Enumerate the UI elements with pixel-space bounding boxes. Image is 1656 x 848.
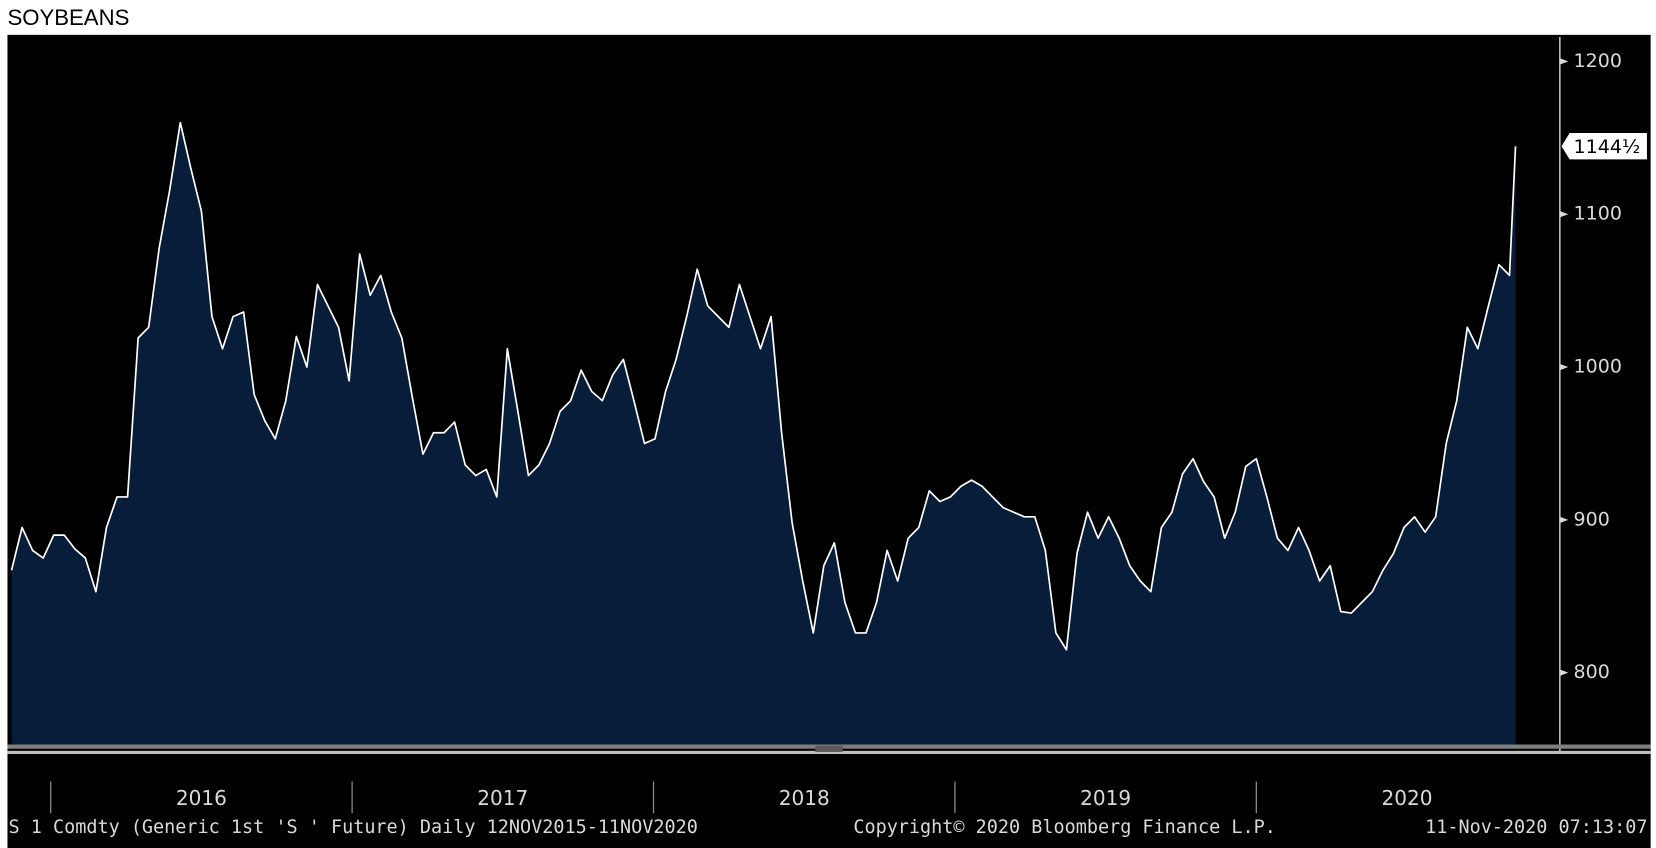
last-price-tag <box>1560 131 1649 161</box>
splitter-handle <box>815 745 843 752</box>
x-tick-label: 2019 <box>1080 786 1131 810</box>
y-tick <box>1559 58 1569 65</box>
footer-center: Copyright© 2020 Bloomberg Finance L.P. <box>853 817 1276 838</box>
x-tick-label: 2020 <box>1382 786 1433 810</box>
x-tick-label: 2017 <box>477 786 528 810</box>
y-tick <box>1559 211 1569 218</box>
y-tick-label: 800 <box>1574 661 1610 683</box>
footer-right: 11-Nov-2020 07:13:07 <box>1425 817 1647 838</box>
y-tick <box>1559 363 1569 371</box>
y-tick-label: 1000 <box>1574 356 1622 378</box>
footer-left: S 1 Comdty (Generic 1st 'S ' Future) Dai… <box>9 817 698 838</box>
price-line <box>10 121 1517 651</box>
chart-title: SOYBEANS <box>7 5 129 30</box>
last-price-label: 1144½ <box>1574 136 1641 158</box>
separator <box>7 750 1651 755</box>
x-tick-label: 2018 <box>779 786 830 810</box>
y-tick-label: 1200 <box>1574 50 1622 72</box>
x-tick-label: 2016 <box>176 786 227 810</box>
y-tick-label: 900 <box>1574 508 1610 530</box>
y-tick <box>1559 669 1569 676</box>
area-fill <box>11 122 1516 745</box>
y-tick-label: 1100 <box>1574 203 1622 225</box>
y-tick <box>1559 516 1569 524</box>
